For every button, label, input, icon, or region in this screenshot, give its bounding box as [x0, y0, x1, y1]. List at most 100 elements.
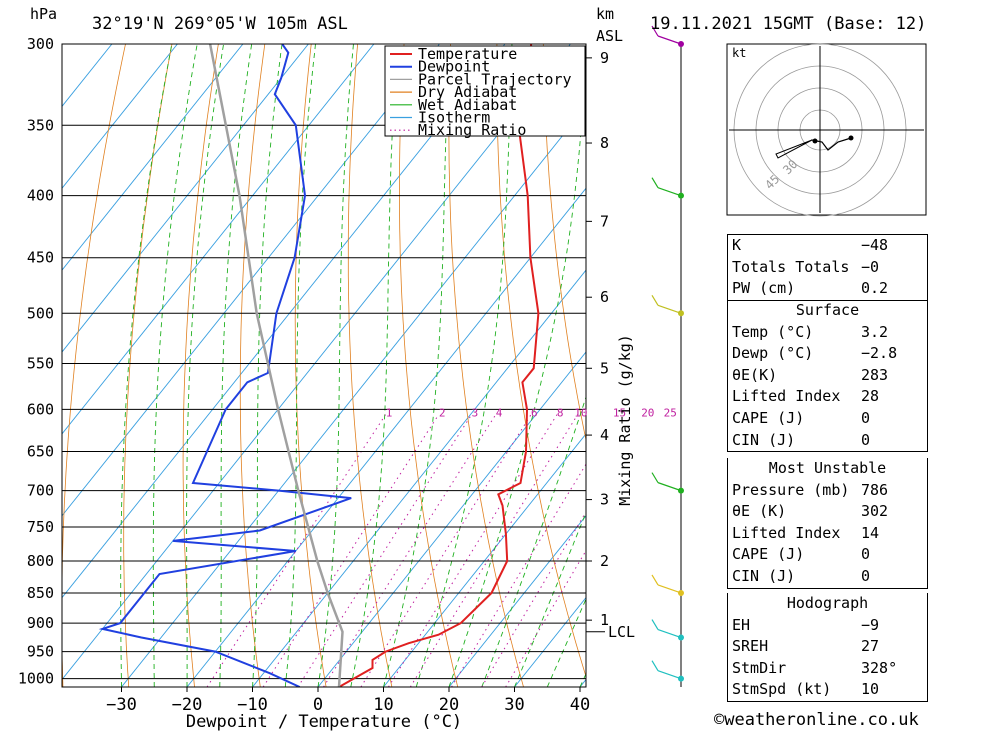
mixing-ratio-label: 4	[496, 406, 503, 419]
row-label: Totals Totals	[732, 257, 850, 276]
table-row: StmDir 328°	[728, 658, 927, 680]
height-tick-label: 4	[600, 426, 609, 444]
row-label: CIN (J)	[732, 566, 796, 585]
hodograph-table: Hodograph EH −9 SREH 27 StmDir 328° StmSpd (kt)…	[727, 593, 928, 702]
pressure-tick-label: 550	[27, 355, 54, 373]
row-value: 0	[861, 566, 871, 585]
legend-entry: Dewpoint	[418, 58, 490, 76]
height-tick-label: 7	[600, 212, 609, 230]
lcl-label: LCL	[608, 623, 635, 641]
dry-adiabat	[123, 44, 173, 687]
wet-adiabat	[317, 44, 354, 687]
pressure-tick-label: 750	[27, 518, 54, 536]
mixing-ratio-line	[481, 510, 586, 687]
hodograph-point	[812, 138, 818, 144]
legend-entry: Parcel Trajectory	[418, 70, 572, 88]
height-tick-label: 3	[600, 491, 609, 509]
x-tick-label: 40	[570, 695, 590, 715]
pressure-tick-label: 950	[27, 643, 54, 661]
row-value: 302	[861, 502, 889, 521]
mixing-ratio-label: 15	[613, 406, 626, 419]
table-row: Totals Totals −0	[728, 257, 927, 279]
table-row: EH −9	[728, 615, 927, 637]
isotherm	[448, 515, 586, 687]
height-unit: km	[596, 5, 614, 23]
row-label: θE(K)	[732, 365, 778, 384]
dry-adiabat	[62, 44, 126, 687]
dry-adiabat	[542, 44, 586, 442]
table-row: StmSpd (kt) 10	[728, 679, 927, 701]
legend-entry: Temperature	[418, 45, 517, 63]
isotherm	[62, 44, 113, 108]
chart-curves	[98, 44, 540, 687]
wet-adiabat	[481, 395, 586, 687]
pressure-unit: hPa	[30, 5, 57, 23]
pressure-tick-label: 800	[27, 552, 54, 570]
series-temperature	[338, 44, 540, 687]
table-row: θE (K) 302	[728, 501, 927, 523]
row-label: CIN (J)	[732, 430, 796, 449]
row-label: SREH	[732, 637, 769, 656]
pressure-tick-label: 500	[27, 304, 54, 322]
table-row: SREH 27	[728, 636, 927, 658]
table-row: Lifted Index 14	[728, 523, 927, 545]
dry-adiabat	[398, 44, 459, 687]
mixing-ratio-line	[451, 463, 586, 687]
table-row: CAPE (J) 0	[728, 408, 927, 430]
row-value: −48	[861, 236, 889, 254]
x-tick-label: 10	[373, 695, 393, 715]
mixing-ratio-label: 3	[472, 406, 479, 419]
hodograph-storm-arrow	[775, 139, 813, 159]
x-tick-label: 30	[504, 695, 524, 715]
x-tick-label: 0	[313, 695, 323, 715]
isotherm	[62, 44, 244, 271]
wind-barb	[651, 25, 682, 45]
row-label: EH	[732, 615, 751, 634]
pressure-tick-label: 850	[27, 584, 54, 602]
row-label: StmDir	[732, 658, 787, 677]
plot-frame	[61, 43, 587, 688]
dry-adiabat	[448, 44, 524, 687]
table-row: Lifted Index 28	[728, 386, 927, 408]
x-tick-label: −10	[237, 695, 268, 715]
x-tick-label: −30	[106, 695, 137, 715]
dry-adiabat	[496, 44, 586, 678]
row-label: Pressure (mb)	[732, 480, 850, 499]
row-label: Dewp (°C)	[732, 344, 814, 363]
mixing-ratio-line	[409, 414, 579, 687]
mixing-ratio-label: 6	[531, 406, 538, 419]
most-unstable-table: Most Unstable Pressure (mb) 786 θE (K) 302 Li…	[727, 458, 928, 589]
dry-adiabat	[347, 44, 393, 687]
x-axis-label: Dewpoint / Temperature (°C)	[186, 712, 462, 732]
mixing-ratio-label: 20	[641, 406, 654, 419]
row-value: 283	[861, 365, 889, 384]
wet-adiabat	[415, 44, 513, 687]
pressure-tick-label: 650	[27, 443, 54, 461]
row-value: 328°	[861, 658, 898, 677]
series-parcel-trajectory	[208, 44, 344, 687]
dry-adiabat	[239, 44, 266, 687]
height-tick-label: 8	[600, 134, 609, 152]
row-label: CAPE (J)	[732, 545, 805, 564]
pressure-tick-label: 600	[27, 400, 54, 418]
wet-adiabat	[252, 44, 283, 687]
row-value: 10	[861, 680, 880, 699]
legend-entry: Dry Adiabat	[418, 83, 517, 101]
legend-entry: Mixing Ratio	[418, 121, 526, 139]
wet-adiabat	[546, 597, 586, 687]
isotherm	[62, 44, 375, 435]
wet-adiabat	[514, 511, 586, 687]
row-label: StmSpd (kt)	[732, 680, 832, 699]
row-value: 0	[861, 408, 871, 427]
series-dewpoint	[98, 44, 352, 687]
row-value: 14	[861, 523, 880, 542]
row-label: Temp (°C)	[732, 322, 814, 341]
pressure-tick-label: 350	[27, 116, 54, 134]
mixing-ratio-label: 10	[574, 406, 587, 419]
table-row: CAPE (J) 0	[728, 544, 927, 566]
table-row: Temp (°C) 3.2	[728, 322, 927, 344]
height-tick-label: 1	[600, 611, 609, 629]
wind-barb	[651, 619, 682, 639]
mixing-ratio-line	[360, 414, 532, 687]
